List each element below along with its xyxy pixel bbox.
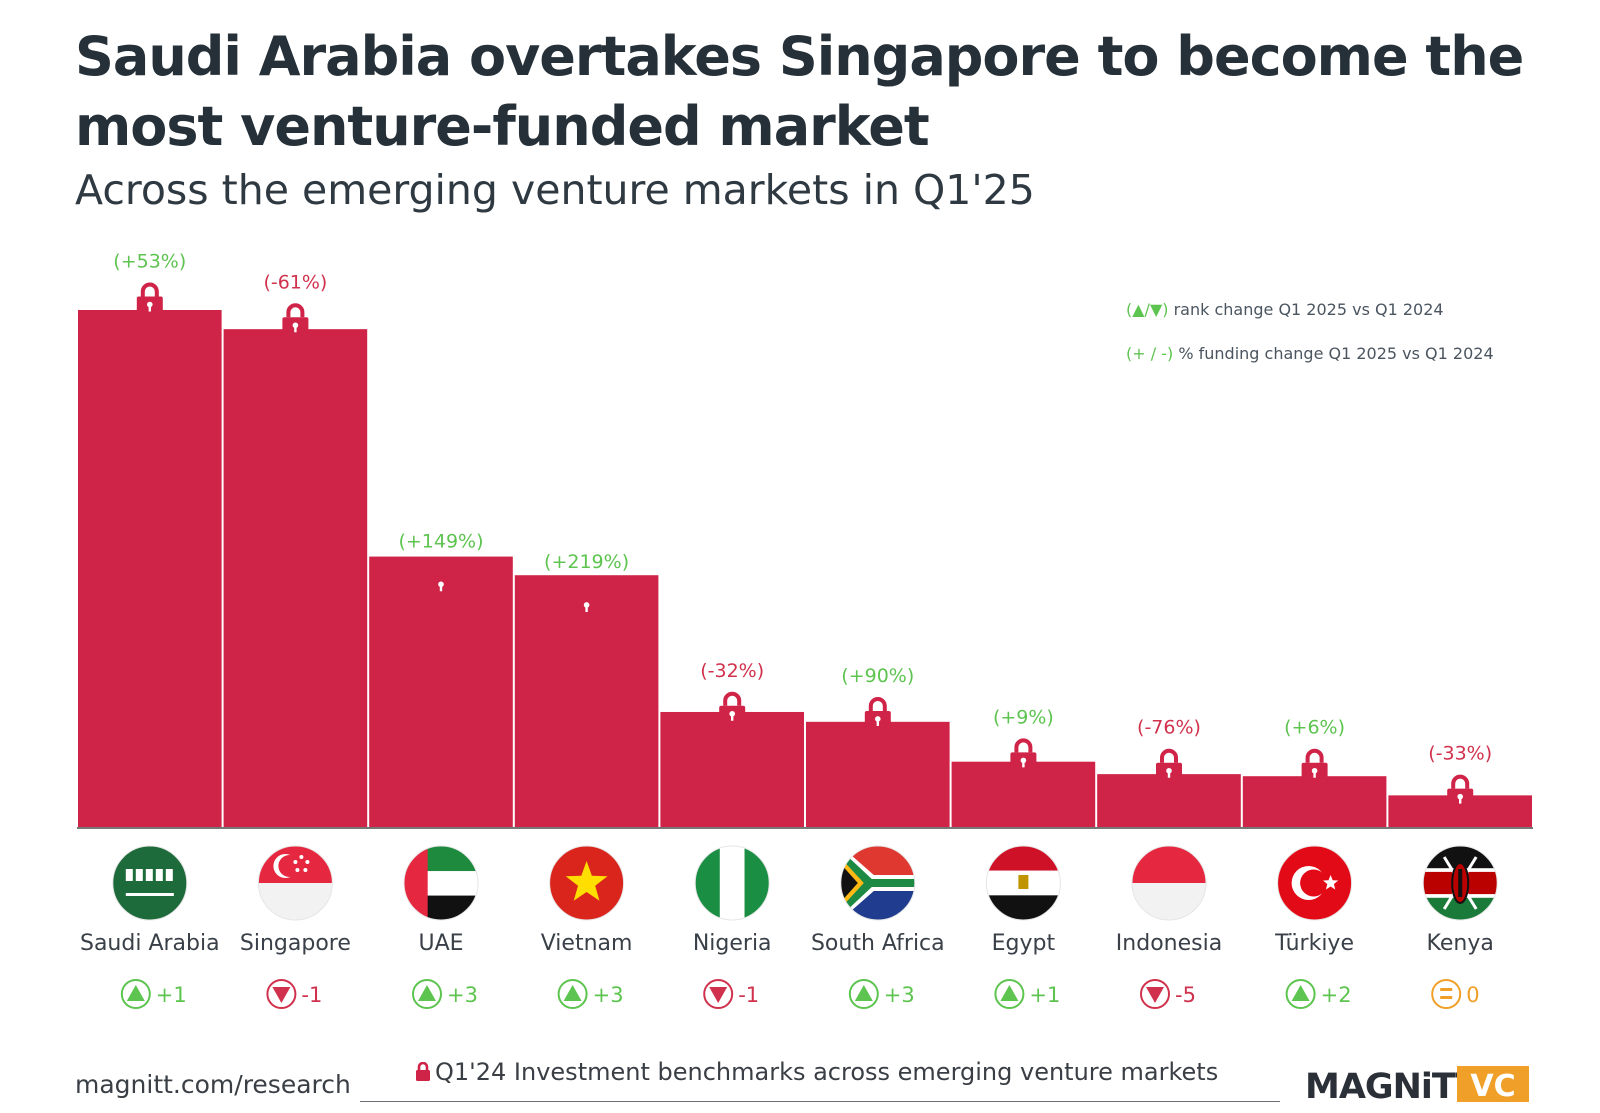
funding-change-label: (+90%) [841, 665, 914, 687]
rank-up-icon [120, 979, 151, 1009]
benchmark-lock-icon [573, 583, 600, 618]
category-label: Indonesia [1116, 931, 1222, 956]
bar-uae [369, 556, 513, 828]
funding-change-label: (-32%) [700, 660, 764, 682]
legend-funding-text: % funding change Q1 2025 vs Q1 2024 [1178, 344, 1494, 363]
nigeria-flag [694, 845, 770, 921]
category-label: Vietnam [541, 931, 633, 956]
bar-singapore [223, 329, 368, 828]
rank-up-icon [557, 979, 588, 1009]
uae-flag [403, 845, 479, 921]
bar-group-t-rkiye: (+6%) Türkiye +2 [1242, 717, 1387, 1009]
kenya-flag [1422, 845, 1498, 921]
chart-subtitle: Across the emerging venture markets in Q… [75, 166, 1035, 214]
bar-group-egypt: (+9%) Egypt +1 [951, 706, 1096, 1009]
rank-down-icon [266, 979, 297, 1009]
legend-rank-text: rank change Q1 2025 vs Q1 2024 [1173, 300, 1444, 319]
category-label: Egypt [992, 931, 1056, 956]
bar-group-singapore: (-61%) Singapore -1 [223, 271, 368, 1009]
rank-down-icon [703, 979, 734, 1009]
benchmark-lock-icon [1156, 748, 1182, 784]
bar-group-vietnam: (+219%) Vietnam +3 [514, 551, 659, 1009]
rank-up-icon [848, 979, 879, 1009]
benchmark-lock-icon [1301, 748, 1328, 784]
benchmark-lock-icon [1010, 738, 1037, 774]
rank-change-label: +3 [447, 983, 478, 1007]
category-label: Singapore [240, 931, 351, 956]
benchmark-lock-icon [864, 696, 891, 732]
benchmark-lock-icon [428, 562, 454, 598]
category-label: Saudi Arabia [80, 931, 220, 956]
brand-badge [1457, 1066, 1529, 1102]
rank-change-label: -1 [301, 983, 322, 1007]
legend-funding-symbols: + / - [1132, 344, 1167, 363]
category-label: Nigeria [693, 931, 772, 956]
funding-change-label: (+9%) [993, 706, 1054, 728]
bar-group-uae: (+149%) UAE +3 [369, 530, 513, 1009]
category-label: Türkiye [1274, 931, 1354, 956]
magnitt-vc-logo: MAGNiTT VC [1305, 1066, 1529, 1106]
rank-up-icon [1285, 979, 1316, 1009]
bar-chart: (+53%) Saudi Arabia +1 (-61%) Singapore -1 (+1… [77, 251, 1533, 1009]
bar-south-africa [806, 721, 950, 828]
bar-group-kenya: (-33%) Kenya 0 [1388, 743, 1532, 1009]
benchmark-lock-icon [136, 282, 163, 318]
benchmark-note: Q1'24 Investment benchmarks across emerg… [415, 1058, 1218, 1086]
rank-change-label: -1 [738, 983, 759, 1007]
footer-url: magnitt.com/research [75, 1070, 351, 1099]
footer-divider [360, 1101, 1280, 1102]
vietnam-flag [549, 845, 625, 921]
rank-up-icon [412, 979, 442, 1009]
funding-change-label: (-33%) [1428, 743, 1492, 765]
rank-change-label: +2 [1321, 983, 1352, 1007]
rank-up-icon [994, 979, 1025, 1009]
bar-t-rkiye [1242, 776, 1387, 828]
rank-change-label: 0 [1466, 983, 1479, 1007]
funding-change-label: (+149%) [398, 530, 483, 552]
bar-group-south-africa: (+90%) South Africa +3 [806, 665, 950, 1009]
turkiye-flag [1277, 845, 1353, 921]
brand-suffix: VC [1470, 1069, 1515, 1104]
rank-change-label: +1 [156, 983, 187, 1007]
rank-change-label: +1 [1029, 983, 1060, 1007]
rank-change-label: +3 [884, 983, 915, 1007]
funding-change-label: (-76%) [1137, 717, 1201, 739]
chart-title: Saudi Arabia overtakes Singapore to beco… [75, 25, 1524, 158]
brand-name: MAGNiTT [1305, 1067, 1480, 1106]
egypt-flag [985, 845, 1061, 921]
legend-funding-change: (+ / -) % funding change Q1 2025 vs Q1 2… [1126, 344, 1494, 363]
category-label: Kenya [1427, 931, 1494, 956]
category-label: South Africa [811, 931, 945, 956]
category-label: UAE [418, 931, 463, 956]
south-africa-flag [840, 845, 916, 921]
rank-change-label: -5 [1175, 983, 1196, 1007]
funding-change-label: (+53%) [113, 251, 186, 273]
benchmark-lock-icon [1447, 774, 1474, 810]
indonesia-flag [1131, 845, 1207, 921]
legend-rank-change: (▲/▼) rank change Q1 2025 vs Q1 2024 [1126, 300, 1444, 319]
saudi-arabia-flag [112, 845, 188, 921]
bar-group-nigeria: (-32%) Nigeria -1 [660, 660, 804, 1009]
rank-change-label: +3 [593, 983, 624, 1007]
singapore-flag [257, 845, 333, 921]
lock-icon [416, 1061, 430, 1081]
rank-same-icon [1431, 979, 1462, 1009]
benchmark-note-text: Q1'24 Investment benchmarks across emerg… [435, 1058, 1219, 1086]
funding-change-label: (-61%) [263, 271, 327, 293]
benchmark-lock-icon [719, 691, 746, 727]
bar-group-saudi-arabia: (+53%) Saudi Arabia +1 [78, 251, 222, 1009]
legend-rank-symbols: ▲/▼ [1132, 300, 1163, 319]
bar-saudi-arabia [78, 310, 222, 828]
funding-change-label: (+6%) [1284, 717, 1345, 739]
bar-group-indonesia: (-76%) Indonesia -5 [1097, 717, 1241, 1009]
rank-down-icon [1140, 979, 1170, 1009]
benchmark-lock-icon [282, 303, 309, 339]
bar-nigeria [660, 711, 804, 828]
funding-change-label: (+219%) [544, 551, 629, 573]
